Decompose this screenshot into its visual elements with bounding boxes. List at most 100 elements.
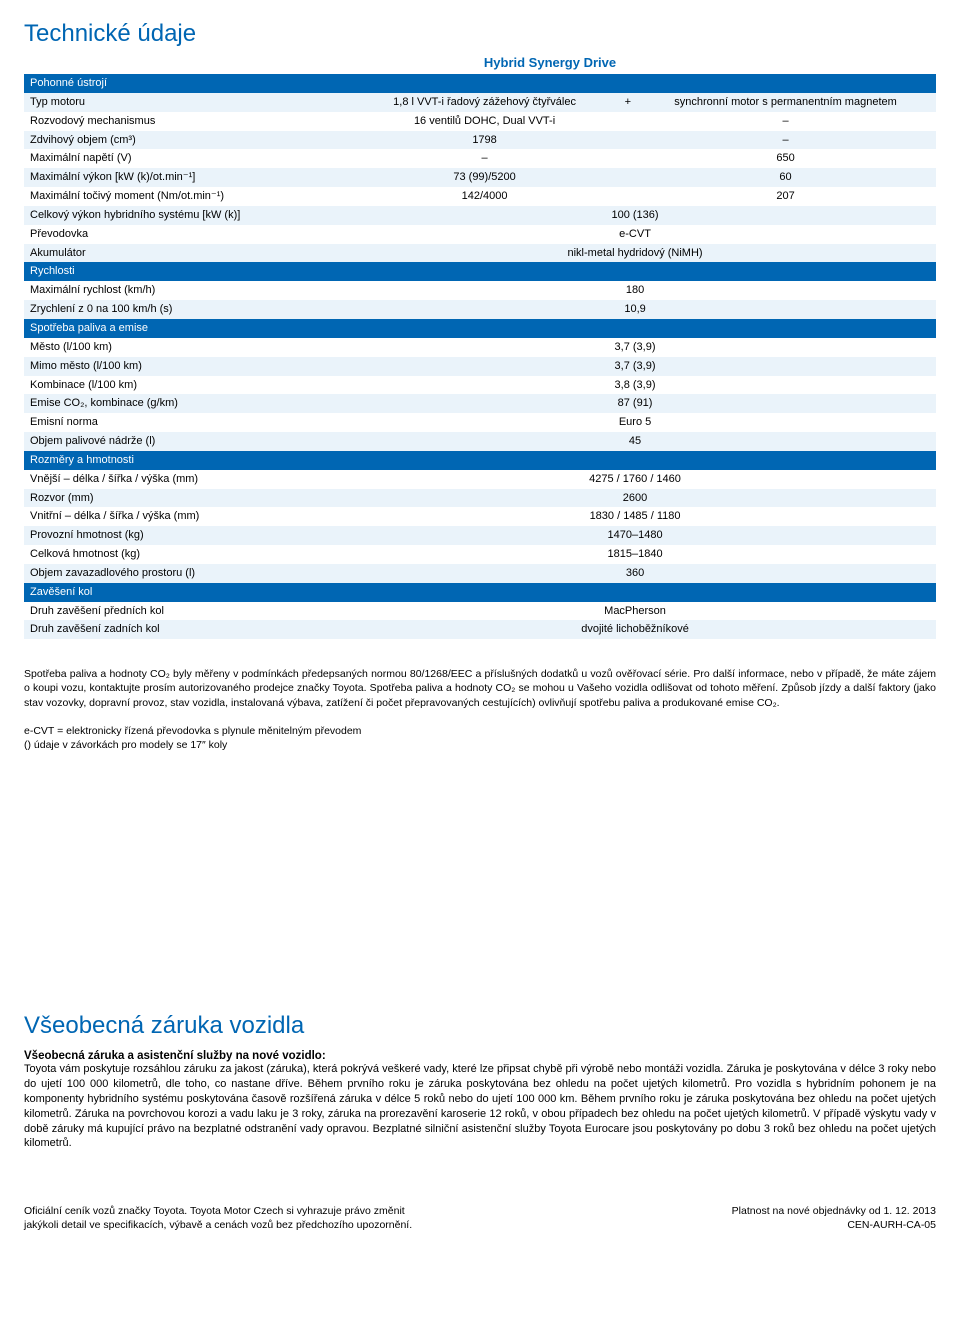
table-row: Objem zavazadlového prostoru (l)360	[24, 564, 936, 583]
row-value-2: 207	[635, 187, 936, 206]
row-value-2: 60	[635, 168, 936, 187]
row-label: Mimo město (l/100 km)	[24, 357, 334, 376]
table-row: Převodovkae-CVT	[24, 225, 936, 244]
spec-table: Pohonné ústrojíTyp motoru1,8 l VVT-i řad…	[24, 74, 936, 639]
row-value: 3,7 (3,9)	[334, 357, 936, 376]
row-label: Druh zavěšení předních kol	[24, 602, 334, 621]
table-row: Vnitřní – délka / šířka / výška (mm)1830…	[24, 507, 936, 526]
warranty-body: Toyota vám poskytuje rozsáhlou záruku za…	[24, 1062, 936, 1151]
table-row: Celková hmotnost (kg)1815–1840	[24, 545, 936, 564]
row-label: Vnější – délka / šířka / výška (mm)	[24, 470, 334, 489]
row-label: Celková hmotnost (kg)	[24, 545, 334, 564]
row-label: Emisní norma	[24, 413, 334, 432]
row-value: 1830 / 1485 / 1180	[334, 507, 936, 526]
section-header-cell: Rychlosti	[24, 262, 936, 281]
table-row: Celkový výkon hybridního systému [kW (k)…	[24, 206, 936, 225]
row-value: 180	[334, 281, 936, 300]
row-label: Druh zavěšení zadních kol	[24, 620, 334, 639]
table-row: Maximální výkon [kW (k)/ot.min⁻¹]73 (99)…	[24, 168, 936, 187]
row-value: dvojité lichoběžníkové	[334, 620, 936, 639]
row-label: Rozvor (mm)	[24, 489, 334, 508]
table-row: Provozní hmotnost (kg)1470–1480	[24, 526, 936, 545]
table-row: Město (l/100 km)3,7 (3,9)	[24, 338, 936, 357]
warranty-title: Všeobecná záruka vozidla	[24, 1012, 936, 1040]
row-value-1: –	[334, 149, 635, 168]
row-value: 87 (91)	[334, 394, 936, 413]
row-label: Zrychlení z 0 na 100 km/h (s)	[24, 300, 334, 319]
fineprint-1: Spotřeba paliva a hodnoty CO₂ byly měřen…	[24, 667, 936, 710]
section-header: Rozměry a hmotnosti	[24, 451, 936, 470]
table-row: Maximální rychlost (km/h)180	[24, 281, 936, 300]
row-label: Maximální napětí (V)	[24, 149, 334, 168]
row-label: Provozní hmotnost (kg)	[24, 526, 334, 545]
row-value-1: 1798	[334, 131, 635, 150]
row-label: Město (l/100 km)	[24, 338, 334, 357]
footer-left-line2: jakýkoli detail ve specifikacích, výbavě…	[24, 1219, 412, 1231]
row-label: Celkový výkon hybridního systému [kW (k)…	[24, 206, 334, 225]
table-row: Rozvodový mechanismus16 ventilů DOHC, Du…	[24, 112, 936, 131]
table-row: Akumulátornikl-metal hydridový (NiMH)	[24, 244, 936, 263]
row-label: Kombinace (l/100 km)	[24, 376, 334, 395]
row-label: Objem palivové nádrže (l)	[24, 432, 334, 451]
row-value: 3,7 (3,9)	[334, 338, 936, 357]
table-row: Kombinace (l/100 km)3,8 (3,9)	[24, 376, 936, 395]
fineprint-2-line1: e-CVT = elektronicky řízená převodovka s…	[24, 725, 361, 737]
section-header-cell: Spotřeba paliva a emise	[24, 319, 936, 338]
row-value-2: –	[635, 112, 936, 131]
section-header: Spotřeba paliva a emise	[24, 319, 936, 338]
row-label: Akumulátor	[24, 244, 334, 263]
section-header-cell: Zavěšení kol	[24, 583, 936, 602]
table-row: Mimo město (l/100 km)3,7 (3,9)	[24, 357, 936, 376]
row-label: Převodovka	[24, 225, 334, 244]
table-row: Objem palivové nádrže (l)45	[24, 432, 936, 451]
column-header-wrap: Hybrid Synergy Drive	[24, 54, 936, 72]
fineprint-2-line2: () údaje v závorkách pro modely se 17″ k…	[24, 739, 227, 751]
table-row: Typ motoru1,8 l VVT-i řadový zážehový čt…	[24, 93, 936, 112]
row-value: 45	[334, 432, 936, 451]
row-label: Maximální rychlost (km/h)	[24, 281, 334, 300]
row-label: Maximální točivý moment (Nm/ot.min⁻¹)	[24, 187, 334, 206]
table-row: Druh zavěšení zadních koldvojité lichobě…	[24, 620, 936, 639]
row-value: 100 (136)	[334, 206, 936, 225]
footer-right-line2: CEN-AURH-CA-05	[847, 1219, 936, 1231]
row-value: e-CVT	[334, 225, 936, 244]
section-header: Zavěšení kol	[24, 583, 936, 602]
table-row: Maximální napětí (V)–650	[24, 149, 936, 168]
row-label: Rozvodový mechanismus	[24, 112, 334, 131]
row-label: Objem zavazadlového prostoru (l)	[24, 564, 334, 583]
footer-left: Oficiální ceník vozů značky Toyota. Toyo…	[24, 1205, 412, 1232]
row-value-1: 73 (99)/5200	[334, 168, 635, 187]
row-value: 1470–1480	[334, 526, 936, 545]
row-value-1: 16 ventilů DOHC, Dual VVT-i	[334, 112, 635, 131]
plus-icon: +	[625, 95, 631, 110]
table-row: Emise CO₂, kombinace (g/km)87 (91)	[24, 394, 936, 413]
table-row: Emisní normaEuro 5	[24, 413, 936, 432]
row-label: Vnitřní – délka / šířka / výška (mm)	[24, 507, 334, 526]
row-value-2: 650	[635, 149, 936, 168]
row-value: nikl-metal hydridový (NiMH)	[334, 244, 936, 263]
section-header: Pohonné ústrojí	[24, 74, 936, 93]
row-label: Emise CO₂, kombinace (g/km)	[24, 394, 334, 413]
row-label: Zdvihový objem (cm³)	[24, 131, 334, 150]
row-value-2: –	[635, 131, 936, 150]
row-value: 2600	[334, 489, 936, 508]
section-header-cell: Rozměry a hmotnosti	[24, 451, 936, 470]
table-row: Maximální točivý moment (Nm/ot.min⁻¹)142…	[24, 187, 936, 206]
row-value-1: 142/4000	[334, 187, 635, 206]
row-value: MacPherson	[334, 602, 936, 621]
row-value: 1815–1840	[334, 545, 936, 564]
row-value: Euro 5	[334, 413, 936, 432]
row-label: Typ motoru	[24, 93, 334, 112]
row-value: 360	[334, 564, 936, 583]
table-row: Zdvihový objem (cm³)1798–	[24, 131, 936, 150]
page-footer: Oficiální ceník vozů značky Toyota. Toyo…	[24, 1205, 936, 1232]
row-value: 10,9	[334, 300, 936, 319]
fineprint-2: e-CVT = elektronicky řízená převodovka s…	[24, 724, 936, 752]
column-header: Hybrid Synergy Drive	[484, 55, 616, 70]
footer-right: Platnost na nové objednávky od 1. 12. 20…	[732, 1205, 936, 1232]
table-row: Zrychlení z 0 na 100 km/h (s)10,9	[24, 300, 936, 319]
row-value-2: synchronní motor s permanentním magnetem	[635, 93, 936, 112]
page-title: Technické údaje	[24, 20, 936, 48]
table-row: Rozvor (mm)2600	[24, 489, 936, 508]
table-row: Druh zavěšení předních kolMacPherson	[24, 602, 936, 621]
